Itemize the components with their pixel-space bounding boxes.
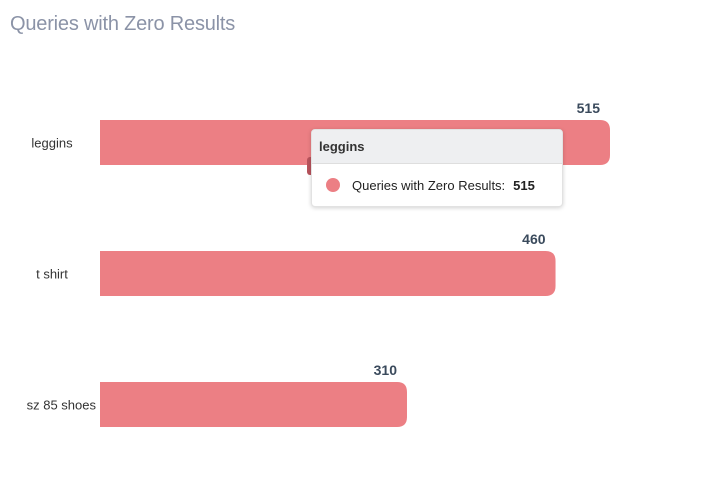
bar-sz-85-shoes[interactable] (100, 382, 407, 427)
value-label: 460 (522, 231, 546, 247)
tooltip-value: 515 (513, 177, 535, 193)
chart-title: Queries with Zero Results (10, 13, 236, 35)
chart-tooltip: leggins Queries with Zero Results: 515 (311, 129, 563, 207)
series-marker-icon (326, 178, 340, 192)
tooltip-series-name: Queries with Zero Results: (352, 177, 506, 193)
category-label: sz 85 shoes (27, 398, 97, 413)
tooltip-category: leggins (312, 130, 562, 164)
value-label: 310 (374, 362, 398, 378)
category-label: leggins (31, 136, 73, 151)
bar-t-shirt[interactable] (100, 251, 556, 296)
category-label: t shirt (36, 267, 68, 282)
tooltip-row: Queries with Zero Results: 515 (312, 164, 562, 206)
value-label: 515 (577, 100, 601, 116)
